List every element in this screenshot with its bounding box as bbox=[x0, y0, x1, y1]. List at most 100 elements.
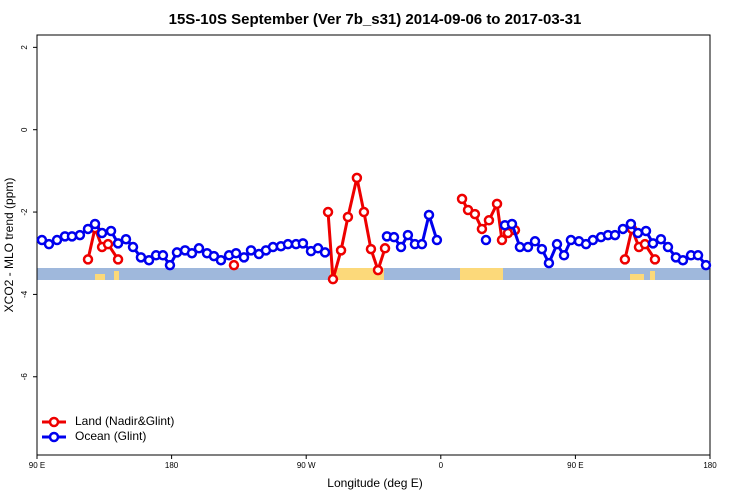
point bbox=[74, 229, 86, 241]
point bbox=[193, 243, 205, 254]
point bbox=[143, 254, 155, 266]
point bbox=[327, 273, 339, 285]
point bbox=[480, 234, 492, 246]
point bbox=[388, 231, 400, 243]
land-patch bbox=[95, 274, 105, 280]
point bbox=[66, 231, 78, 242]
point bbox=[632, 227, 644, 239]
point bbox=[89, 218, 101, 230]
y-axis-label: XCO2 - MLO trend (ppm) bbox=[2, 178, 16, 313]
point bbox=[565, 234, 577, 246]
point bbox=[105, 225, 117, 237]
point bbox=[496, 234, 508, 246]
point bbox=[506, 218, 518, 230]
point bbox=[157, 250, 169, 261]
point bbox=[238, 252, 250, 263]
point bbox=[245, 245, 257, 256]
point bbox=[514, 241, 526, 253]
point bbox=[416, 238, 428, 250]
point bbox=[342, 211, 354, 223]
point bbox=[51, 234, 63, 246]
y-tick-label: -6 bbox=[20, 373, 29, 381]
point bbox=[619, 254, 631, 265]
point bbox=[491, 198, 503, 210]
point bbox=[322, 206, 334, 218]
point bbox=[649, 254, 661, 265]
point bbox=[536, 243, 548, 255]
legend-label: Ocean (Glint) bbox=[75, 429, 146, 443]
point bbox=[587, 234, 599, 246]
point bbox=[102, 238, 114, 250]
point bbox=[395, 241, 407, 253]
legend-label: Land (Nadir&Glint) bbox=[75, 414, 174, 428]
point bbox=[551, 238, 563, 250]
point bbox=[120, 233, 132, 245]
x-tick-label: 180 bbox=[165, 461, 179, 470]
point bbox=[186, 247, 198, 259]
point bbox=[164, 259, 176, 271]
point bbox=[230, 247, 242, 259]
y-tick-label: 2 bbox=[20, 45, 29, 50]
point bbox=[96, 227, 108, 239]
y-tick-label: 0 bbox=[20, 127, 29, 132]
point bbox=[431, 234, 443, 246]
point bbox=[365, 243, 377, 255]
point bbox=[402, 229, 414, 241]
point bbox=[82, 254, 94, 265]
land-patch bbox=[460, 268, 503, 280]
point bbox=[647, 238, 659, 249]
y-tick-label: -2 bbox=[20, 208, 29, 216]
point bbox=[112, 238, 124, 249]
point bbox=[617, 223, 629, 235]
point bbox=[469, 208, 481, 220]
point bbox=[372, 264, 384, 276]
y-tick-label: -4 bbox=[20, 290, 29, 298]
point bbox=[423, 209, 435, 221]
point bbox=[379, 243, 391, 254]
chart-title: 15S-10S September (Ver 7b_s31) 2014-09-0… bbox=[169, 11, 582, 28]
point bbox=[112, 254, 124, 265]
legend-marker bbox=[48, 431, 60, 443]
point bbox=[483, 215, 495, 226]
point bbox=[558, 250, 570, 261]
point bbox=[639, 238, 651, 250]
point bbox=[677, 254, 689, 266]
land-patch bbox=[650, 271, 655, 280]
x-tick-label: 90 W bbox=[297, 461, 316, 470]
plot-frame bbox=[36, 34, 711, 456]
point bbox=[456, 193, 468, 205]
land-patch bbox=[330, 268, 384, 280]
point bbox=[43, 238, 55, 250]
point bbox=[640, 225, 652, 237]
point bbox=[700, 259, 712, 271]
point bbox=[522, 241, 534, 253]
point bbox=[215, 254, 227, 266]
land-patch bbox=[630, 274, 644, 280]
point bbox=[171, 247, 183, 258]
point bbox=[529, 236, 541, 247]
x-tick-label: 90 E bbox=[29, 461, 45, 470]
x-axis-label: Longitude (deg E) bbox=[327, 476, 422, 490]
point bbox=[655, 233, 667, 245]
point bbox=[319, 247, 331, 258]
point bbox=[662, 241, 674, 253]
point bbox=[335, 245, 347, 256]
x-tick-label: 180 bbox=[703, 461, 717, 470]
point bbox=[228, 259, 240, 271]
x-tick-label: 90 E bbox=[567, 461, 583, 470]
legend-marker bbox=[48, 416, 60, 428]
point bbox=[358, 206, 370, 218]
point bbox=[692, 250, 704, 261]
point bbox=[625, 218, 637, 230]
point bbox=[609, 229, 621, 241]
point bbox=[127, 241, 139, 253]
point bbox=[543, 257, 555, 269]
point bbox=[82, 223, 94, 235]
point bbox=[282, 238, 294, 250]
point bbox=[351, 172, 363, 184]
x-tick-label: 0 bbox=[439, 461, 444, 470]
point bbox=[297, 238, 309, 249]
point bbox=[476, 223, 488, 235]
surface-band bbox=[37, 268, 710, 280]
